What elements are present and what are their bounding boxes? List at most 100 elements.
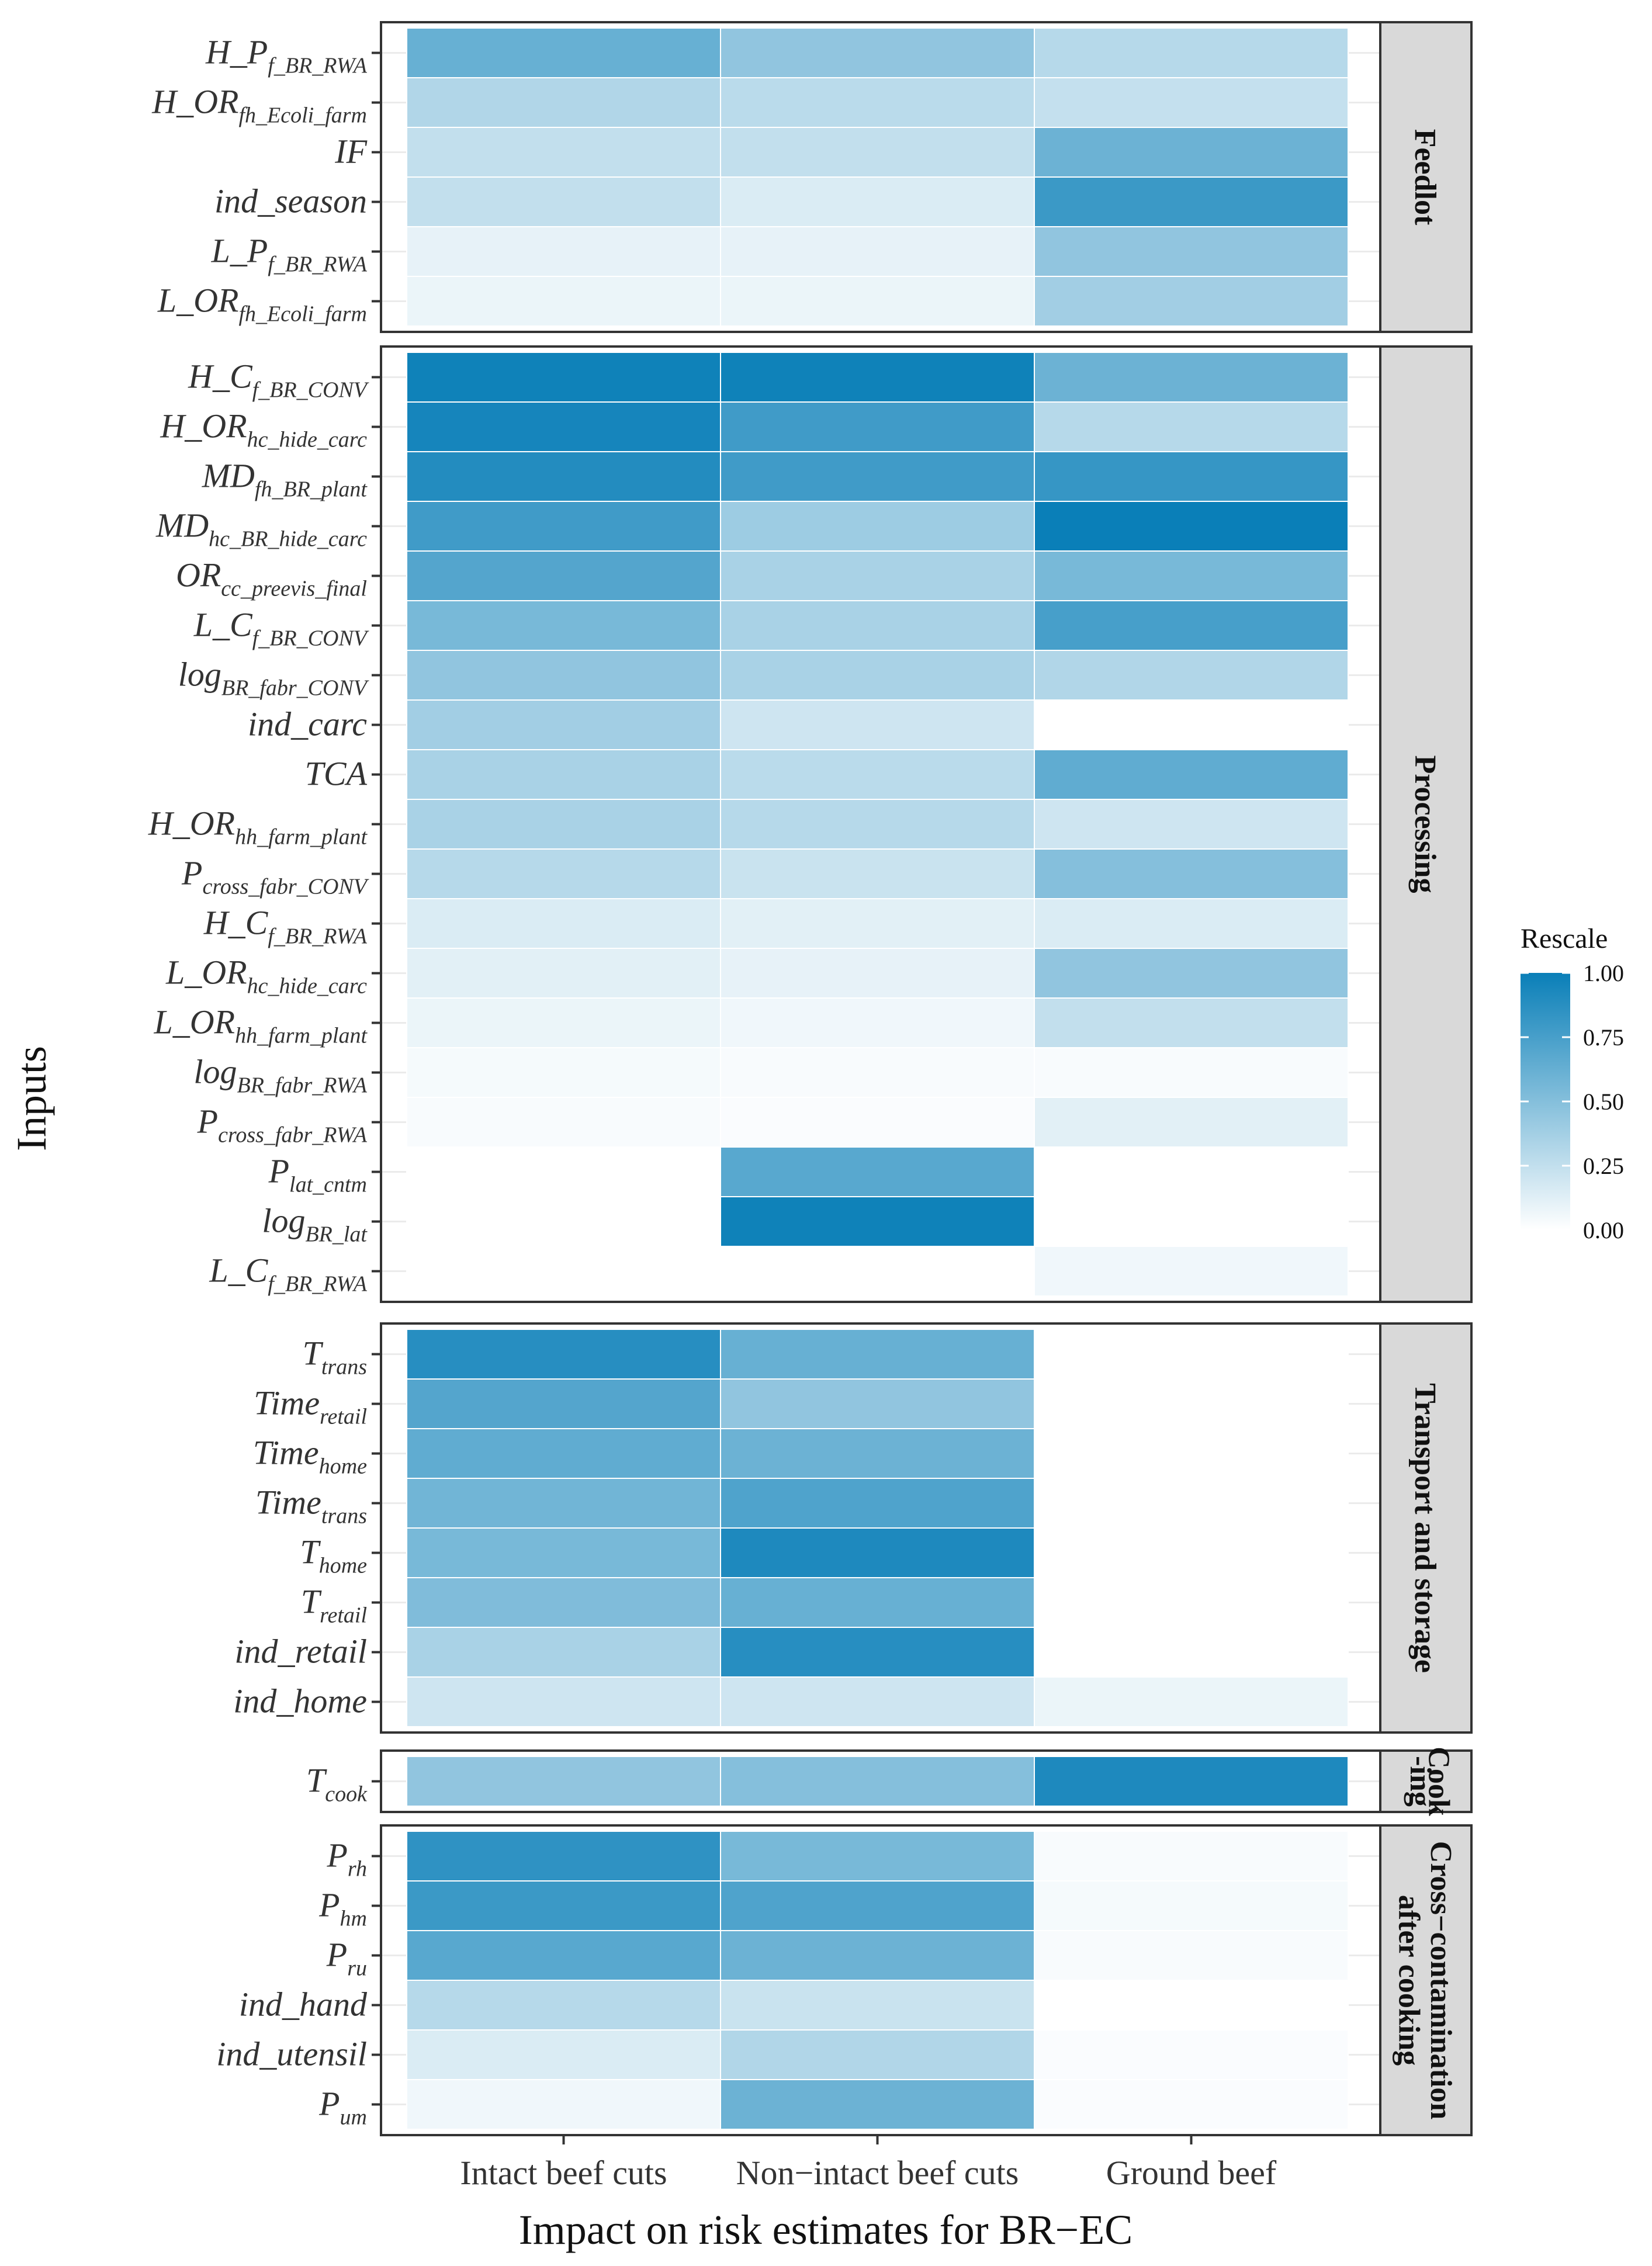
heat-cell-l-or-hc-hide-carc-0 (406, 948, 721, 999)
heat-cell-md-fh-br-plant-1 (720, 451, 1035, 502)
heat-cell-log-br-fabr-rwa-1 (720, 1047, 1035, 1098)
strip-label-transport-and-storage: Transport and storage (1408, 1383, 1442, 1673)
heat-cell-h-or-hc-hide-carc-1 (720, 401, 1035, 452)
row-label-p-um: Pum (318, 2085, 367, 2130)
heat-cell-log-br-fabr-rwa-0 (406, 1047, 721, 1098)
heat-cell-p-cross-fabr-rwa-0 (406, 1097, 721, 1148)
legend-tick-label: 0.00 (1583, 1217, 1624, 1243)
row-label-md-hc-br-hide-carc: MDhc_BR_hide_carc (155, 507, 367, 552)
heat-cell-log-br-fabr-rwa-2 (1034, 1047, 1349, 1098)
heat-cell-log-br-fabr-conv-1 (720, 650, 1035, 701)
row-label-log-br-fabr-conv: logBR_fabr_CONV (178, 656, 369, 701)
row-label-t-home: Thome (300, 1533, 367, 1578)
heat-cell-ind-utensil-1 (720, 2029, 1035, 2080)
heat-cell-h-c-f-br-conv-1 (720, 352, 1035, 403)
heat-cell-ind-retail-0 (406, 1627, 721, 1678)
heat-cell-ind-hand-2 (1034, 1980, 1349, 2031)
heat-cell-t-home-2 (1034, 1527, 1349, 1578)
row-label-time-trans: Timetrans (255, 1484, 367, 1529)
heat-cell-p-cross-fabr-conv-0 (406, 848, 721, 899)
legend-tick-label: 0.50 (1583, 1089, 1624, 1115)
heat-cell-t-cook-1 (720, 1756, 1035, 1807)
heat-cell-md-fh-br-plant-0 (406, 451, 721, 502)
heat-cell-p-um-1 (720, 2079, 1035, 2130)
heat-cell-p-lat-cntm-0 (406, 1146, 721, 1197)
x-tick-label-ground-beef: Ground beef (1106, 2154, 1277, 2192)
heat-cell-t-trans-1 (720, 1329, 1035, 1380)
heat-cell-t-retail-2 (1034, 1577, 1349, 1628)
heat-cell-t-home-0 (406, 1527, 721, 1578)
row-label-p-hm: Phm (318, 1886, 367, 1931)
heat-cell-ind-carc-1 (720, 699, 1035, 750)
heat-cell-l-p-f-br-rwa-2 (1034, 226, 1349, 277)
heat-cell-md-hc-br-hide-carc-2 (1034, 501, 1349, 552)
heat-cell-h-c-f-br-conv-2 (1034, 352, 1349, 403)
strip-cook-ing (1379, 1749, 1473, 1813)
heat-cell-time-retail-2 (1034, 1378, 1349, 1429)
heat-cell-h-or-hh-farm-plant-2 (1034, 799, 1349, 850)
heat-cell-tca-2 (1034, 749, 1349, 800)
heat-cell-p-um-2 (1034, 2079, 1349, 2130)
heat-cell-h-or-fh-ecoli-farm-1 (720, 77, 1035, 128)
row-label-h-or-fh-ecoli-farm: H_ORfh_Ecoli_farm (151, 83, 367, 128)
heat-cell-l-or-fh-ecoli-farm-1 (720, 276, 1035, 327)
row-label-log-br-lat: logBR_lat (262, 1202, 368, 1247)
row-label-time-retail: Timeretail (254, 1384, 367, 1429)
row-label-l-or-hh-farm-plant: L_ORhh_farm_plant (154, 1003, 368, 1048)
heat-cell-time-home-2 (1034, 1428, 1349, 1479)
row-label-or-cc-preevis-final: ORcc_preevis_final (176, 556, 367, 601)
heat-cell-h-c-f-br-rwa-2 (1034, 898, 1349, 949)
heat-cell-p-rh-2 (1034, 1831, 1349, 1882)
heat-cell-p-hm-1 (720, 1880, 1035, 1931)
heat-cell-ind-home-0 (406, 1676, 721, 1727)
heat-cell-p-rh-1 (720, 1831, 1035, 1882)
heat-cell-time-home-0 (406, 1428, 721, 1479)
heat-cell-p-ru-2 (1034, 1930, 1349, 1981)
row-label-t-cook: Tcook (306, 1762, 368, 1807)
heat-cell-t-cook-0 (406, 1756, 721, 1807)
heat-cell-t-retail-0 (406, 1577, 721, 1628)
row-label-p-rh: Prh (326, 1837, 367, 1882)
heat-cell-ind-hand-0 (406, 1980, 721, 2031)
heat-cell-time-trans-0 (406, 1478, 721, 1529)
strip-processing (1379, 345, 1473, 1303)
heat-cell-ind-home-1 (720, 1676, 1035, 1727)
heat-cell-t-trans-2 (1034, 1329, 1349, 1380)
heat-cell-t-retail-1 (720, 1577, 1035, 1628)
row-label-t-retail: Tretail (301, 1583, 367, 1628)
heat-cell-time-retail-1 (720, 1378, 1035, 1429)
heat-cell-l-c-f-br-rwa-2 (1034, 1246, 1349, 1297)
heat-cell-if-0 (406, 127, 721, 178)
row-label-t-trans: Ttrans (303, 1335, 367, 1380)
heat-cell-if-1 (720, 127, 1035, 178)
row-label-ind-utensil: ind_utensil (216, 2035, 367, 2073)
heat-cell-p-ru-0 (406, 1930, 721, 1981)
heat-cell-l-c-f-br-conv-2 (1034, 600, 1349, 651)
heat-cell-l-or-hc-hide-carc-1 (720, 948, 1035, 999)
strip-label-feedlot: Feedlot (1408, 129, 1442, 226)
heat-cell-ind-retail-2 (1034, 1627, 1349, 1678)
heat-cell-l-or-fh-ecoli-farm-2 (1034, 276, 1349, 327)
heat-cell-log-br-lat-2 (1034, 1196, 1349, 1247)
heat-cell-l-or-hh-farm-plant-2 (1034, 997, 1349, 1048)
heat-cell-p-rh-0 (406, 1831, 721, 1882)
heat-cell-h-p-f-br-rwa-2 (1034, 27, 1349, 78)
x-tick-label-non-intact-beef-cuts: Non−intact beef cuts (736, 2154, 1019, 2192)
heat-cell-ind-utensil-0 (406, 2029, 721, 2080)
row-label-h-c-f-br-rwa: H_Cf_BR_RWA (203, 904, 368, 949)
row-label-p-ru: Pru (326, 1936, 367, 1981)
panel-feedlot: H_Pf_BR_RWA H_ORfh_Ecoli_farm IF ind_season… (151, 21, 1473, 333)
strip-feedlot (1379, 21, 1473, 333)
heat-cell-h-c-f-br-conv-0 (406, 352, 721, 403)
heat-cell-ind-season-2 (1034, 176, 1349, 227)
row-label-time-home: Timehome (253, 1434, 367, 1479)
row-label-l-p-f-br-rwa: L_Pf_BR_RWA (211, 232, 368, 277)
strip-transport-and-storage (1379, 1322, 1473, 1734)
row-label-h-or-hh-farm-plant: H_ORhh_farm_plant (148, 805, 368, 850)
heat-cell-l-c-f-br-conv-1 (720, 600, 1035, 651)
strip-label-cook-ing: Cook-ing (1404, 1747, 1456, 1816)
heat-cell-l-c-f-br-rwa-0 (406, 1246, 721, 1297)
